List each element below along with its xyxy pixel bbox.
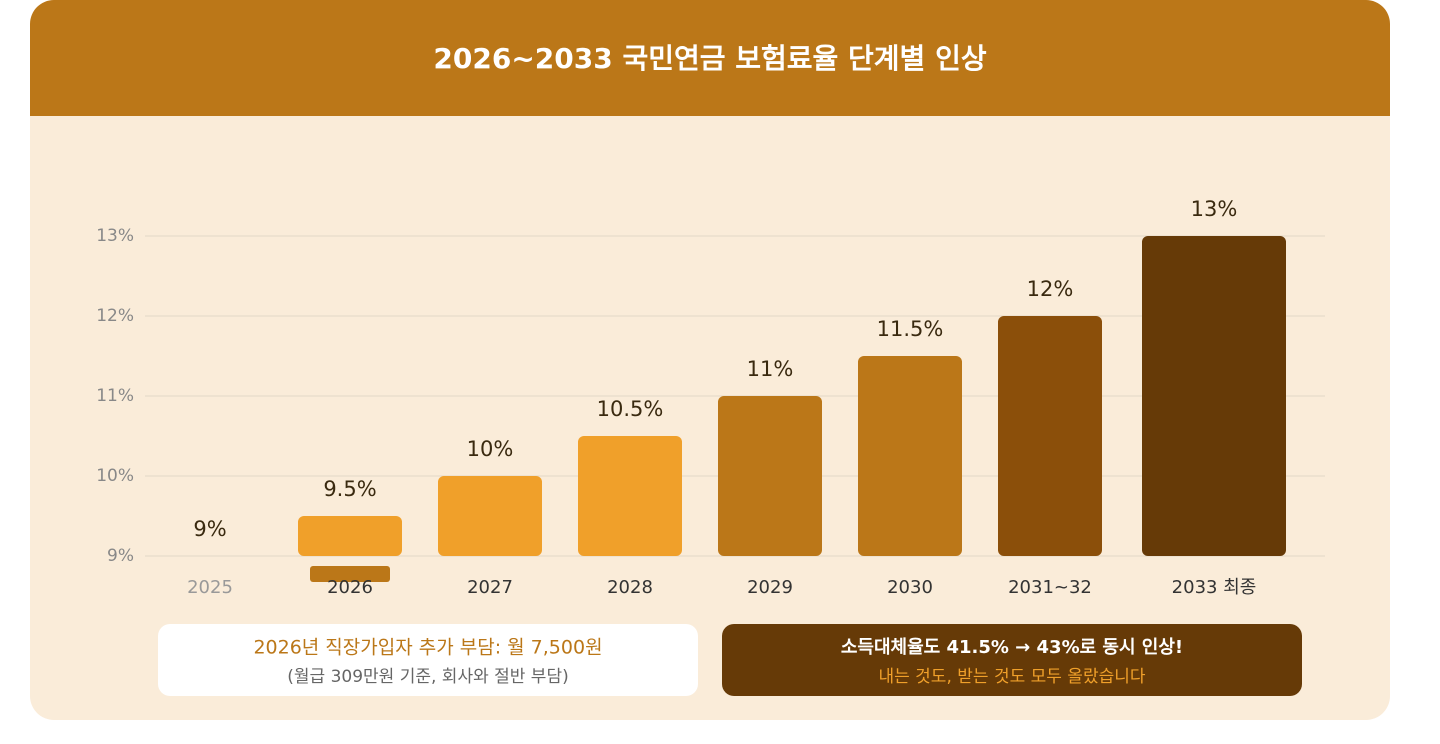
x-tick-label: 2030 [887, 577, 933, 598]
x-tick-label: 2027 [467, 577, 513, 598]
bar [858, 356, 962, 556]
value-label: 9.5% [323, 477, 376, 501]
bar [438, 476, 542, 556]
x-tick-label: 2031~32 [1008, 577, 1092, 598]
note-text: 내는 것도, 받는 것도 모두 올랐습니다 [878, 667, 1145, 687]
x-tick-label: 2025 [187, 577, 233, 598]
value-label: 12% [1027, 277, 1074, 301]
bar [578, 436, 682, 556]
x-tick-label: 2029 [747, 577, 793, 598]
note-title: 2026년 직장가입자 추가 부담: 월 7,500원 [253, 637, 602, 659]
note-title: 소득대체율도 41.5% → 43%로 동시 인상! [841, 637, 1183, 658]
note-text: (월급 309만원 기준, 회사와 절반 부담) [287, 667, 568, 687]
y-tick-label: 10% [96, 466, 134, 486]
value-label: 13% [1191, 197, 1238, 221]
bar [298, 516, 402, 556]
x-tick-label: 2033 최종 [1172, 577, 1257, 598]
bar [718, 396, 822, 556]
chart-title: 2026~2033 국민연금 보험료율 단계별 인상 [433, 42, 986, 75]
bar [998, 316, 1102, 556]
x-tick-label: 2026 [327, 577, 373, 598]
y-tick-label: 12% [96, 306, 134, 326]
bar [1142, 236, 1286, 556]
value-label: 11% [747, 357, 794, 381]
header [30, 0, 1390, 116]
note-box [722, 624, 1302, 696]
highlight-marker [310, 566, 390, 582]
value-label: 10.5% [597, 397, 664, 421]
y-tick-label: 11% [96, 386, 134, 406]
x-tick-label: 2028 [607, 577, 653, 598]
value-label: 10% [467, 437, 514, 461]
value-label: 9% [193, 517, 226, 541]
y-tick-label: 13% [96, 226, 134, 246]
value-label: 11.5% [877, 317, 944, 341]
note-box [158, 624, 698, 696]
y-tick-label: 9% [107, 546, 134, 566]
